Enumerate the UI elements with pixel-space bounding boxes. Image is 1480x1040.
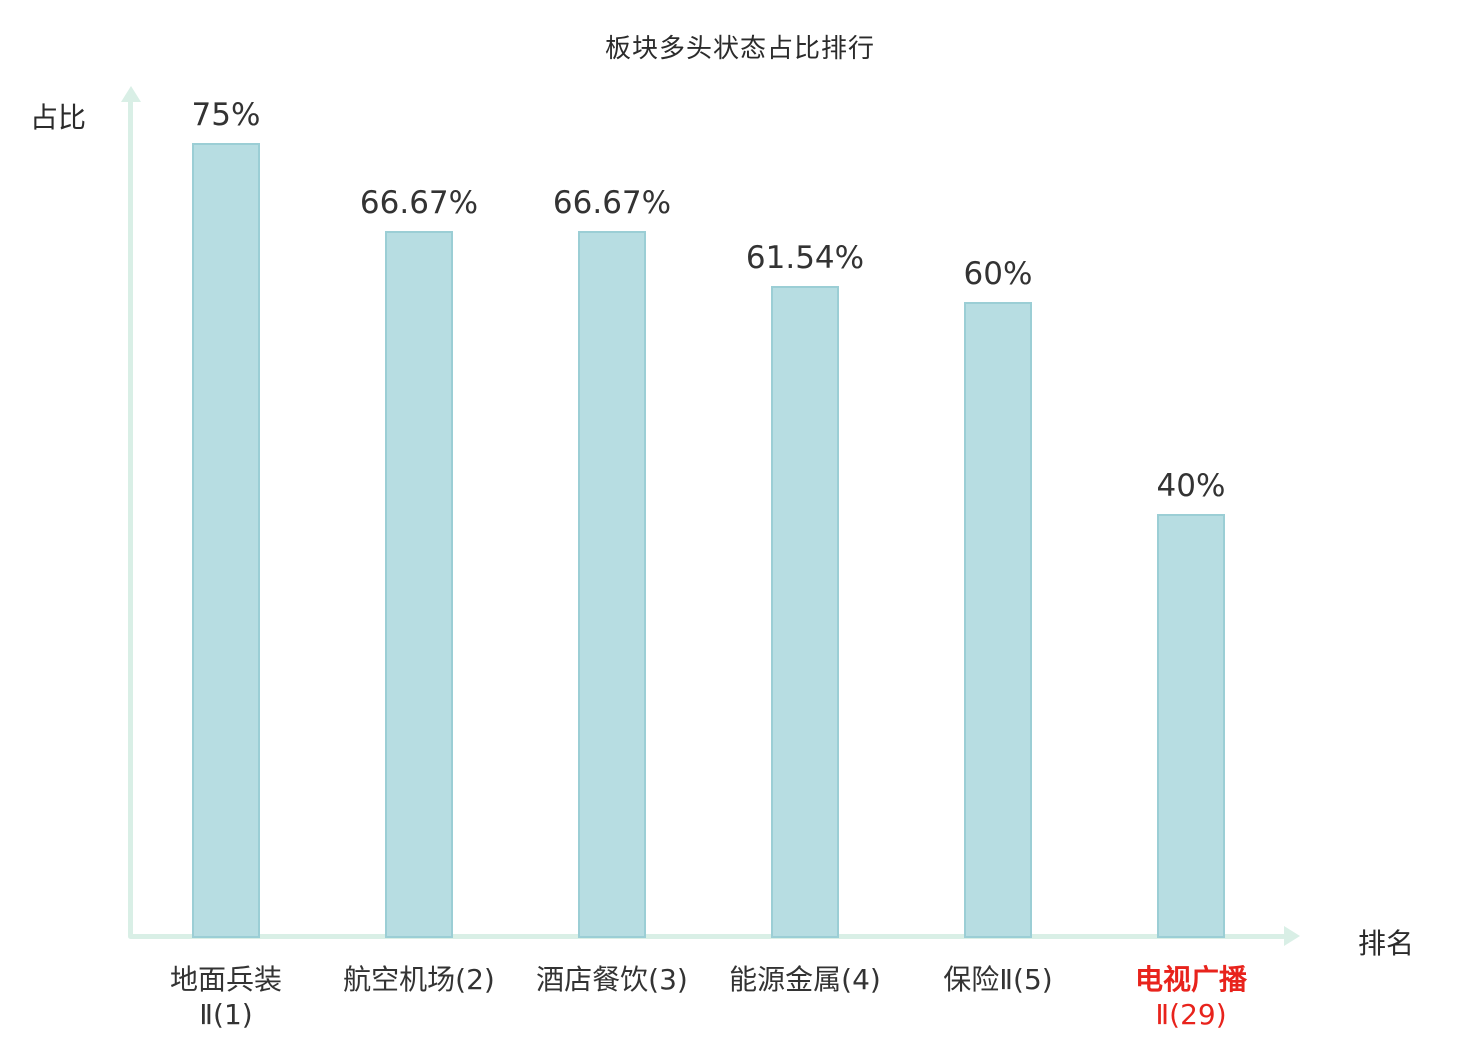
bar-category-label-5: 电视广播 Ⅱ(29) bbox=[1061, 962, 1321, 1032]
bar-category-label-4: 保险Ⅱ(5) bbox=[868, 962, 1128, 997]
bar-0 bbox=[192, 143, 260, 938]
bar-category-label-5-line-0: 电视广播 bbox=[1134, 963, 1247, 996]
bar-category-label-2-line-0: 酒店餐饮(3) bbox=[536, 963, 688, 996]
x-axis-arrow-icon bbox=[1284, 926, 1300, 946]
bar-category-label-4-line-0: 保险Ⅱ(5) bbox=[943, 963, 1053, 996]
bar-1 bbox=[385, 231, 453, 938]
bar-value-label-2: 66.67% bbox=[552, 185, 672, 221]
bar-category-label-0-line-0: 地面兵装 bbox=[169, 963, 282, 996]
chart-title: 板块多头状态占比排行 bbox=[604, 34, 875, 64]
bar-category-label-0: 地面兵装 Ⅱ(1) bbox=[96, 962, 356, 1032]
bar-value-label-1: 66.67% bbox=[359, 185, 479, 221]
bar-2 bbox=[578, 231, 646, 938]
x-axis-label: 排名 bbox=[1358, 927, 1415, 960]
bar-category-label-2: 酒店餐饮(3) bbox=[482, 962, 742, 997]
bar-category-label-1: 航空机场(2) bbox=[289, 962, 549, 997]
bar-category-label-3-line-0: 能源金属(4) bbox=[729, 963, 881, 996]
y-axis-line bbox=[128, 100, 133, 938]
bar-value-label-5: 40% bbox=[1156, 468, 1226, 504]
y-axis-arrow-icon bbox=[121, 86, 141, 102]
x-axis-line bbox=[128, 934, 1286, 939]
bar-category-label-5-line-1: Ⅱ(29) bbox=[1155, 998, 1227, 1031]
bar-4 bbox=[964, 302, 1032, 938]
bar-category-label-0-line-1: Ⅱ(1) bbox=[199, 998, 253, 1031]
bar-value-label-4: 60% bbox=[963, 256, 1033, 292]
bar-value-label-0: 75% bbox=[191, 97, 261, 133]
bar-3 bbox=[771, 286, 839, 938]
y-axis-label: 占比 bbox=[30, 101, 87, 134]
bar-5 bbox=[1157, 514, 1225, 938]
bar-category-label-3: 能源金属(4) bbox=[675, 962, 935, 997]
bar-category-label-1-line-0: 航空机场(2) bbox=[343, 963, 495, 996]
bar-value-label-3: 61.54% bbox=[745, 240, 865, 276]
